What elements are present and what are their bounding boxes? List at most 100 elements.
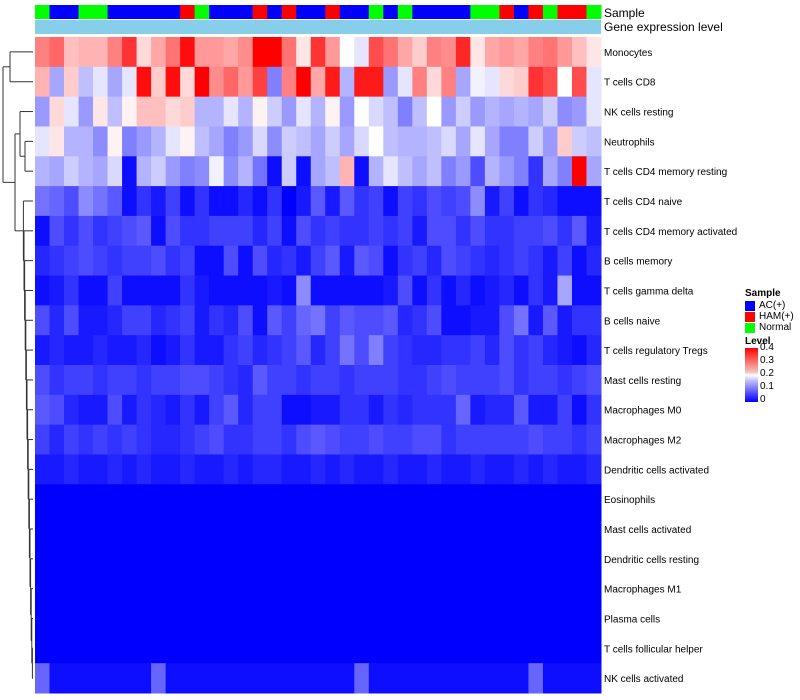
heatmap-cell (426, 305, 442, 336)
heatmap-cell (296, 543, 312, 575)
heatmap-cell (426, 365, 442, 396)
heatmap-cell (455, 186, 471, 217)
row-labels: Monocytes T cells CD8 NK cells resting Neut… (604, 48, 737, 685)
heatmap-cell (35, 543, 51, 575)
heatmap-cell (339, 215, 355, 247)
heatmap-cell (397, 305, 413, 336)
sample-cell (339, 5, 355, 19)
heatmap-cell (542, 96, 558, 127)
heatmap-cell (223, 514, 239, 545)
heatmap-cell (64, 66, 80, 98)
heatmap-cell (64, 37, 80, 68)
heatmap-cell (412, 186, 428, 217)
heatmap-cell (35, 126, 51, 157)
heatmap-cell (586, 186, 602, 217)
heatmap-cell (325, 215, 341, 247)
heatmap-cell (426, 514, 442, 545)
heatmap-cell (107, 66, 123, 98)
heatmap-cell (64, 335, 80, 366)
heatmap-cell (383, 633, 399, 664)
heatmap-cell (281, 454, 297, 485)
heatmap-cell (542, 663, 558, 694)
heatmap-cell (325, 335, 341, 366)
heatmap-cell (484, 514, 500, 545)
heatmap-cell (397, 66, 413, 98)
heatmap-cell (209, 126, 225, 157)
heatmap-cell (64, 365, 80, 396)
heatmap-cell (281, 126, 297, 157)
heatmap-cell (441, 96, 457, 127)
heatmap-cell (368, 126, 384, 157)
heatmap-cell (383, 424, 399, 455)
heatmap-cell (252, 215, 268, 247)
heatmap-cell (281, 305, 297, 336)
heatmap-cell (412, 96, 428, 127)
heatmap-cell (238, 66, 254, 98)
legend-swatch-ham (745, 311, 755, 322)
heatmap-cell (484, 66, 500, 98)
heatmap-cell (571, 514, 587, 545)
heatmap-cell (122, 603, 138, 634)
heatmap-cell (354, 633, 370, 664)
heatmap-cell (426, 335, 442, 366)
heatmap-cell (296, 424, 312, 455)
heatmap-cell (35, 663, 51, 694)
sample-cell (49, 5, 65, 19)
legend-swatch-ac (745, 300, 755, 311)
row-dendrogram (2, 51, 33, 679)
heatmap-cell (281, 156, 297, 187)
heatmap-cell (122, 543, 138, 575)
heatmap-cell (165, 245, 181, 277)
heatmap-cell (513, 245, 529, 277)
heatmap-cell (194, 484, 210, 515)
heatmap-cell (78, 126, 94, 157)
heatmap-cell (281, 394, 297, 426)
heatmap-cell (180, 394, 196, 426)
row-label: Macrophages M0 (604, 406, 682, 417)
heatmap-cell (484, 335, 500, 366)
heatmap-cell (310, 96, 326, 127)
heatmap-cell (180, 365, 196, 396)
heatmap-cell (296, 514, 312, 545)
heatmap-cell (397, 335, 413, 366)
heatmap-cell (223, 275, 239, 306)
heatmap-cell (339, 305, 355, 336)
heatmap-cell (499, 37, 515, 68)
heatmap-cell (542, 543, 558, 575)
heatmap-cell (412, 603, 428, 634)
heatmap-cell (542, 245, 558, 277)
heatmap-cell (35, 573, 51, 605)
heatmap-cell (296, 66, 312, 98)
sample-cell (180, 5, 196, 19)
heatmap-cell (180, 305, 196, 336)
heatmap-cell (136, 275, 152, 306)
heatmap-cell (557, 394, 573, 426)
heatmap-cell (339, 365, 355, 396)
heatmap-cell (310, 394, 326, 426)
heatmap-cell (107, 454, 123, 485)
heatmap-cell (209, 514, 225, 545)
heatmap-cell (49, 484, 65, 515)
heatmap-cell (484, 454, 500, 485)
sample-cell (383, 5, 399, 19)
heatmap-cell (35, 454, 51, 485)
heatmap-cell (267, 573, 283, 605)
heatmap-cell (325, 454, 341, 485)
heatmap-cell (267, 484, 283, 515)
sample-cell (325, 5, 341, 19)
heatmap-cell (571, 126, 587, 157)
heatmap-cell (339, 633, 355, 664)
heatmap-cell (238, 335, 254, 366)
heatmap-cell (78, 394, 94, 426)
heatmap-cell (122, 454, 138, 485)
heatmap-cell (528, 454, 544, 485)
heatmap-cell (35, 603, 51, 634)
heatmap-cell (267, 305, 283, 336)
heatmap-cell (513, 663, 529, 694)
heatmap-cell (513, 633, 529, 664)
heatmap-cell (194, 365, 210, 396)
heatmap-cell (122, 275, 138, 306)
heatmap-cell (571, 245, 587, 277)
heatmap-cell (586, 543, 602, 575)
heatmap-cell (470, 603, 486, 634)
